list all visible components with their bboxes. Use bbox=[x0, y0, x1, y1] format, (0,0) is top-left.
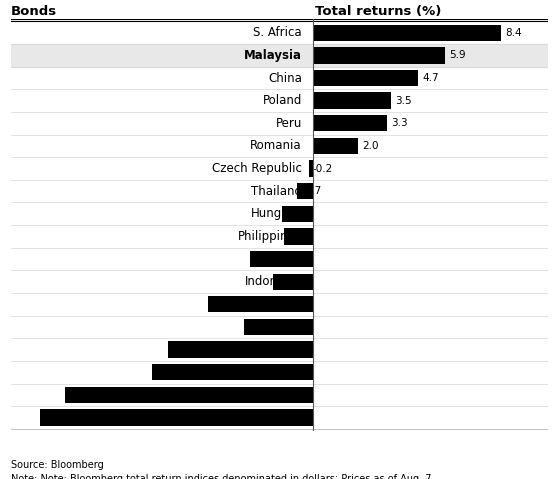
Text: Romania: Romania bbox=[250, 139, 302, 152]
Bar bbox=[297, 183, 313, 199]
Text: Note: Note: Bloomberg total return indices denominated in dollars; Prices as of : Note: Note: Bloomberg total return indic… bbox=[11, 474, 432, 479]
Text: -1.8: -1.8 bbox=[277, 277, 297, 287]
Text: Bonds: Bonds bbox=[11, 5, 58, 18]
Text: Turkey: Turkey bbox=[263, 298, 302, 311]
Text: -4.7: -4.7 bbox=[212, 299, 233, 309]
Text: 3.5: 3.5 bbox=[395, 96, 412, 106]
Text: -1.3: -1.3 bbox=[288, 231, 309, 241]
Text: 3.3: 3.3 bbox=[391, 118, 408, 128]
Bar bbox=[284, 228, 313, 245]
Text: 8.4: 8.4 bbox=[505, 28, 522, 38]
Bar bbox=[309, 160, 313, 177]
Text: Source: Bloomberg: Source: Bloomberg bbox=[11, 460, 104, 470]
Bar bbox=[65, 387, 313, 403]
Bar bbox=[40, 410, 313, 426]
Text: -6.5: -6.5 bbox=[172, 344, 192, 354]
Bar bbox=[168, 342, 313, 358]
Bar bbox=[273, 274, 313, 290]
Text: Philippines: Philippines bbox=[238, 230, 302, 243]
Text: -1.4: -1.4 bbox=[286, 209, 306, 219]
Bar bbox=[11, 44, 548, 67]
Text: -0.7: -0.7 bbox=[301, 186, 321, 196]
Text: 2.0: 2.0 bbox=[362, 141, 378, 151]
Text: China: China bbox=[268, 71, 302, 84]
Bar bbox=[313, 47, 445, 64]
Bar bbox=[208, 296, 313, 312]
Bar bbox=[313, 92, 391, 109]
Text: -3.1: -3.1 bbox=[248, 322, 268, 332]
Bar bbox=[244, 319, 313, 335]
Text: Indonesia: Indonesia bbox=[245, 275, 302, 288]
Text: Czech Republic: Czech Republic bbox=[212, 162, 302, 175]
Text: 4.7: 4.7 bbox=[422, 73, 439, 83]
Text: Thailand: Thailand bbox=[251, 185, 302, 198]
Text: Peru: Peru bbox=[276, 117, 302, 130]
Bar bbox=[313, 115, 387, 131]
Bar bbox=[282, 205, 313, 222]
Text: Poland: Poland bbox=[263, 94, 302, 107]
Text: -2.8: -2.8 bbox=[254, 254, 275, 264]
Text: Israel: Israel bbox=[269, 343, 302, 356]
Bar bbox=[313, 138, 358, 154]
Text: -11.1: -11.1 bbox=[69, 390, 96, 400]
Text: Mexico: Mexico bbox=[261, 388, 302, 401]
Text: 5.9: 5.9 bbox=[449, 50, 466, 60]
Text: -0.2: -0.2 bbox=[312, 163, 333, 173]
Text: Hungary: Hungary bbox=[252, 207, 302, 220]
Bar bbox=[313, 24, 501, 41]
Bar bbox=[313, 70, 418, 86]
Text: Brazil: Brazil bbox=[268, 411, 302, 424]
Text: -12.2: -12.2 bbox=[44, 412, 72, 422]
Bar bbox=[250, 251, 313, 267]
Text: Colombia: Colombia bbox=[247, 320, 302, 333]
Bar bbox=[152, 364, 313, 380]
Text: Total returns (%): Total returns (%) bbox=[315, 5, 442, 18]
Text: S. Africa: S. Africa bbox=[253, 26, 302, 39]
Text: Malaysia: Malaysia bbox=[244, 49, 302, 62]
Text: Chile: Chile bbox=[272, 366, 302, 379]
Text: S. Korea: S. Korea bbox=[254, 252, 302, 265]
Text: -7.2: -7.2 bbox=[156, 367, 177, 377]
